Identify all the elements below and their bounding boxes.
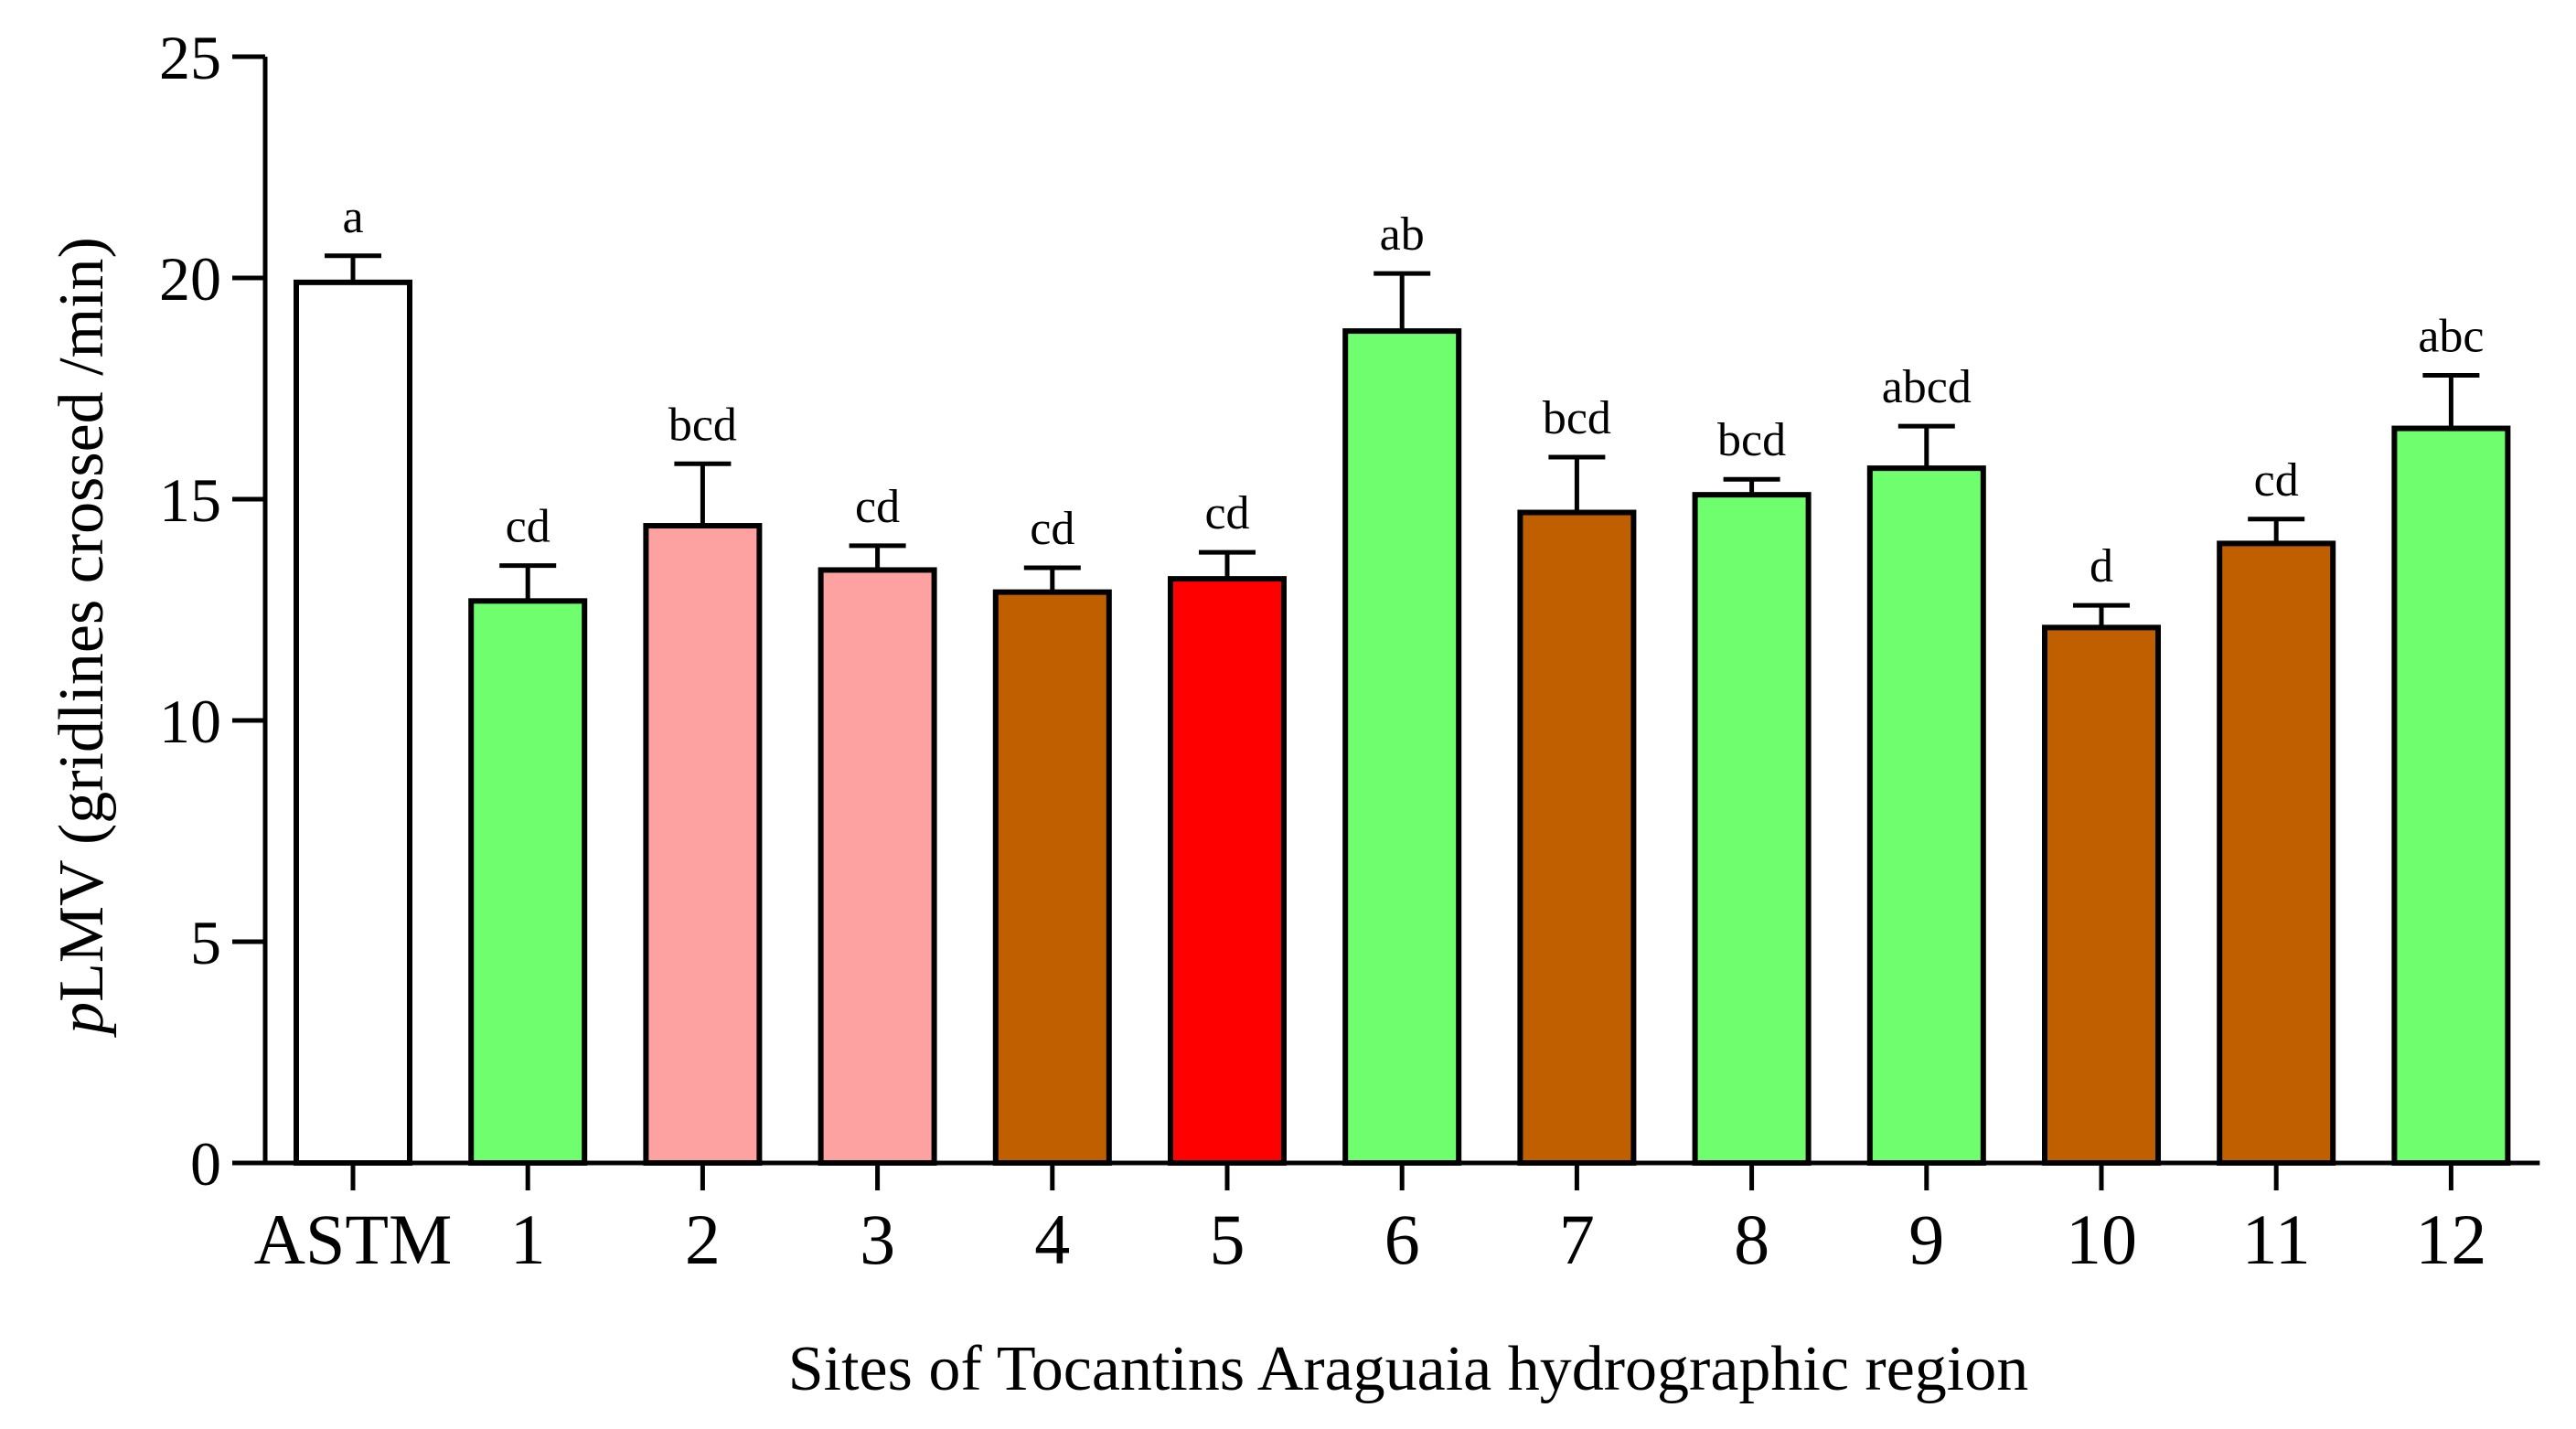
x-tick-label-4: 4 <box>1034 1200 1070 1279</box>
bar-3 <box>818 567 937 1166</box>
y-axis-title: pLMV (gridlines crossed /min) <box>47 237 117 1039</box>
significance-letter-10: d <box>2090 540 2113 592</box>
significance-letter-11: cd <box>2254 454 2299 507</box>
error-bars-layer <box>325 253 2480 628</box>
bar-6 <box>1342 328 1462 1166</box>
significance-letter-ASTM: a <box>342 191 363 243</box>
x-tick-label-6: 6 <box>1384 1200 1420 1279</box>
significance-letter-5: cd <box>1204 487 1249 539</box>
significance-letter-8: bcd <box>1717 414 1786 466</box>
bar-7 <box>1517 509 1637 1166</box>
y-tick-label-25: 25 <box>159 23 221 92</box>
x-tick-label-3: 3 <box>860 1200 895 1279</box>
significance-letters-layer: a cd bcd cd cd cd ab bcd bcd abcd d cd abc <box>342 191 2484 592</box>
y-axis-title-italic: p <box>47 1002 117 1039</box>
y-tick-label-20: 20 <box>159 244 221 314</box>
significance-letter-4: cd <box>1030 503 1074 555</box>
y-axis-title-rest: LMV (gridlines crossed /min) <box>47 237 117 1002</box>
x-tick-label-2: 2 <box>685 1200 721 1279</box>
x-tick-label-8: 8 <box>1734 1200 1769 1279</box>
x-tick-label-9: 9 <box>1908 1200 1944 1279</box>
bar-10 <box>2042 624 2161 1166</box>
bar-5 <box>1168 576 1287 1166</box>
significance-letter-6: ab <box>1380 208 1425 261</box>
significance-letter-1: cd <box>506 501 550 553</box>
x-tick-label-10: 10 <box>2066 1200 2137 1279</box>
x-tick-label-ASTM: ASTM <box>254 1200 453 1279</box>
bar-11 <box>2217 540 2336 1166</box>
x-tick-label-7: 7 <box>1559 1200 1595 1279</box>
x-tick-label-1: 1 <box>510 1200 546 1279</box>
x-tick-label-12: 12 <box>2415 1200 2486 1279</box>
bar-12 <box>2391 425 2511 1166</box>
bar-9 <box>1866 465 1986 1166</box>
significance-letter-2: bcd <box>668 399 737 451</box>
x-axis-title: Sites of Tocantins Araguaia hydrographic… <box>788 1334 2029 1404</box>
x-tick-label-11: 11 <box>2242 1200 2311 1279</box>
bars-layer <box>294 279 2511 1166</box>
y-tick-label-15: 15 <box>159 465 221 535</box>
bar-8 <box>1692 492 1812 1166</box>
bar-ASTM <box>294 279 412 1166</box>
significance-letter-7: bcd <box>1543 392 1611 444</box>
y-tick-label-0: 0 <box>190 1129 221 1199</box>
y-tick-label-10: 10 <box>159 687 221 756</box>
significance-letter-12: abc <box>2418 310 2484 362</box>
bar-4 <box>992 589 1112 1166</box>
labels-layer: Sites of Tocantins Araguaia hydrographic… <box>47 237 2028 1404</box>
significance-letter-3: cd <box>855 481 900 533</box>
bar-2 <box>643 523 763 1166</box>
bar-1 <box>468 598 588 1166</box>
x-tick-label-5: 5 <box>1210 1200 1245 1279</box>
y-tick-label-5: 5 <box>190 908 221 977</box>
significance-letter-9: abcd <box>1882 361 1972 413</box>
